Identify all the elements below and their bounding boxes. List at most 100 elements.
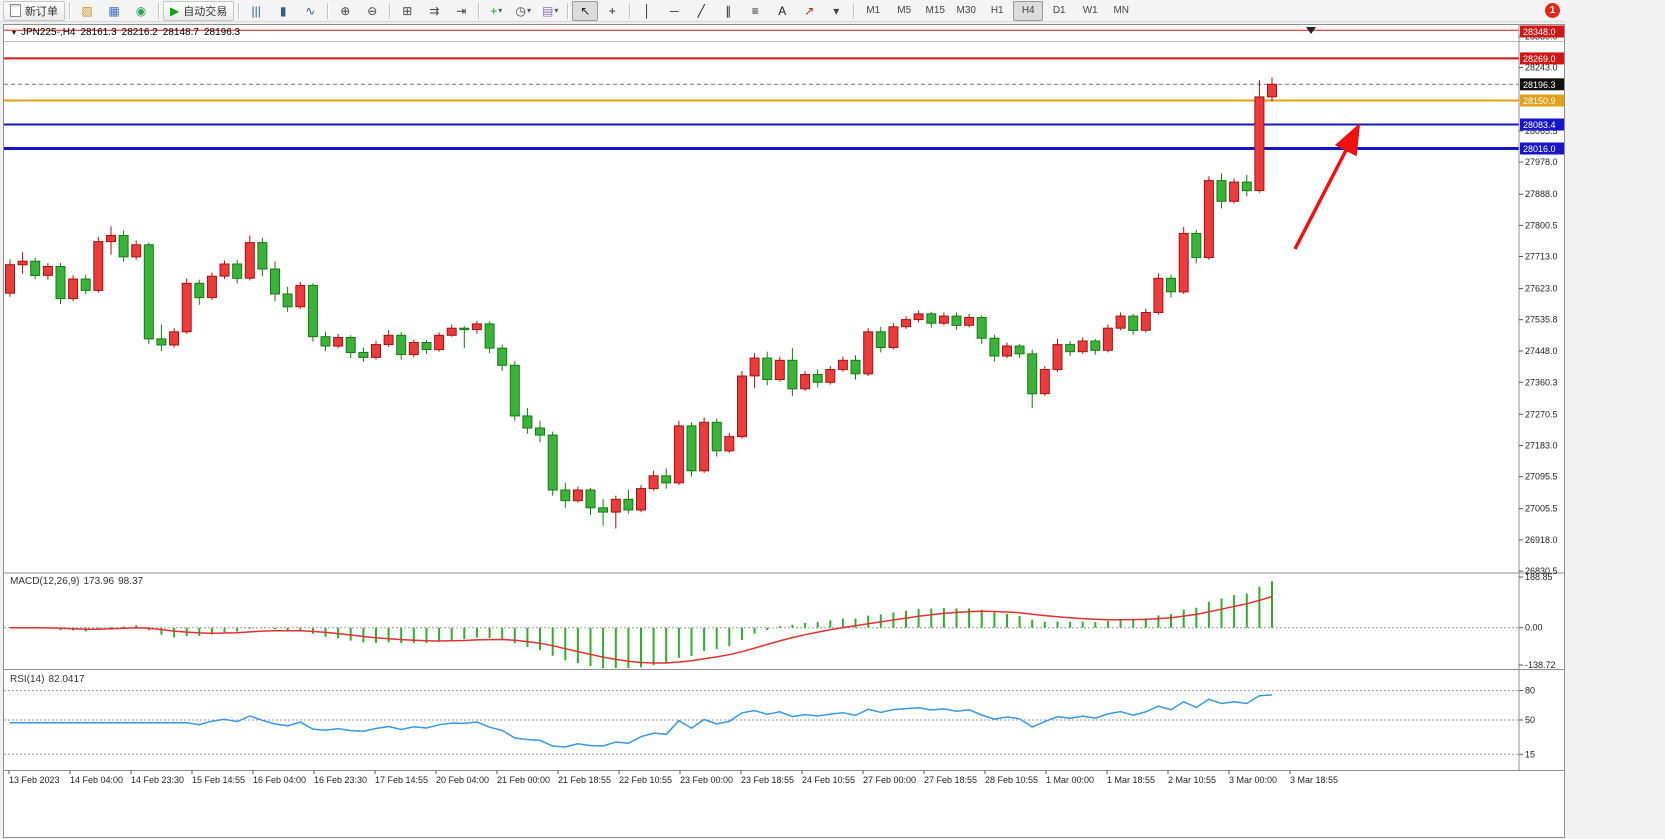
price-axis[interactable]: 28330.028243.028065.527978.027888.027800… — [1519, 32, 1558, 577]
crosshair-button[interactable]: + — [599, 1, 625, 21]
dropdown-caret-icon: ▾ — [526, 6, 531, 15]
periods-button[interactable]: ◷ ▾ — [510, 1, 536, 21]
svg-text:15: 15 — [1525, 749, 1535, 759]
crosshair-icon: + — [608, 3, 616, 18]
timeframe-m15-button[interactable]: M15 — [925, 5, 945, 16]
zoom-out-button[interactable]: ⊖ — [359, 1, 385, 21]
svg-text:16 Feb 04:00: 16 Feb 04:00 — [253, 775, 306, 785]
zoom-in-button[interactable]: ⊕ — [332, 1, 358, 21]
toolbar-separator — [478, 2, 480, 19]
chart-line-button[interactable]: ∿ — [297, 1, 323, 21]
macd-signal-value: 98.37 — [118, 576, 144, 587]
timeframe-h1-button[interactable]: H1 — [990, 5, 1004, 16]
arrows-button[interactable]: ↗ — [796, 1, 822, 21]
timeframe-d1-button[interactable]: D1 — [1052, 5, 1066, 16]
more-tools-button[interactable]: ▾ — [823, 1, 849, 21]
svg-text:14 Feb 04:00: 14 Feb 04:00 — [70, 775, 123, 785]
market-watch-button[interactable]: ▦ — [101, 1, 127, 21]
macd-indicator-label: MACD(12,26,9) 173.96 98.37 — [10, 576, 147, 587]
new-order-icon — [10, 4, 21, 17]
horizontal-line-button[interactable]: ─ — [661, 1, 687, 21]
chart-bars-button[interactable]: ||| — [243, 1, 269, 21]
timeframe-mn-button[interactable]: MN — [1113, 5, 1130, 16]
text-button[interactable]: A — [769, 1, 795, 21]
new-order-label: 新订单 — [25, 5, 58, 18]
ohlc-low: 28148.7 — [162, 27, 199, 38]
svg-text:20 Feb 04:00: 20 Feb 04:00 — [436, 775, 489, 785]
svg-text:27623.0: 27623.0 — [1525, 284, 1558, 294]
main-toolbar: 新订单 ▨ ▦ ◉ ▶ 自动交易 ||| ▮ ∿ ⊕ ⊖ ⊞ ⇉ ⇥ + ▾ ◷ ▾ ▤ ▾ ↖ + │ ─ ╱ ∥ ≡ A ↗ ▾ M1 M… — [0, 0, 1565, 22]
svg-text:28016.0: 28016.0 — [1523, 144, 1556, 154]
svg-text:27 Feb 18:55: 27 Feb 18:55 — [924, 775, 977, 785]
timeframe-m30-button[interactable]: M30 — [956, 5, 976, 16]
time-axis[interactable]: 13 Feb 2023 14 Feb 04:00 14 Feb 23:30 15 Fe… — [8, 770, 1338, 786]
svg-text:1 Mar 18:55: 1 Mar 18:55 — [1107, 775, 1155, 785]
chart-shift-button[interactable]: ⇥ — [448, 1, 474, 21]
templates-button[interactable]: ▤ ▾ — [537, 1, 563, 21]
market-watch-icon: ▦ — [108, 3, 120, 18]
notification-badge[interactable]: 1 — [1545, 3, 1560, 18]
equidistant-channel-icon: ∥ — [725, 3, 732, 18]
svg-text:26918.0: 26918.0 — [1525, 535, 1558, 545]
new-order-button[interactable]: 新订单 — [3, 0, 65, 21]
dropdown-caret-icon: ▾ — [554, 6, 559, 15]
horizontal-lines-layer[interactable] — [4, 29, 1519, 150]
svg-text:27005.5: 27005.5 — [1525, 504, 1558, 514]
vertical-line-button[interactable]: │ — [634, 1, 660, 21]
auto-trading-button[interactable]: ▶ 自动交易 — [163, 0, 235, 21]
equidistant-channel-button[interactable]: ∥ — [715, 1, 741, 21]
chart-candles-icon: ▮ — [279, 3, 287, 18]
trend-arrow-annotation[interactable] — [1293, 122, 1361, 250]
ohlc-close: 28196.3 — [203, 27, 241, 38]
svg-text:27888.0: 27888.0 — [1525, 189, 1558, 199]
chart-line-icon: ∿ — [305, 3, 316, 18]
trend-line-button[interactable]: ╱ — [688, 1, 714, 21]
svg-text:28 Feb 10:55: 28 Feb 10:55 — [985, 775, 1038, 785]
chart-menu-icon[interactable]: ▾ — [12, 28, 17, 37]
svg-text:28348.0: 28348.0 — [1523, 27, 1556, 37]
chart-shift-marker[interactable] — [1306, 27, 1316, 34]
rsi-name: RSI(14) — [10, 674, 45, 685]
cursor-button[interactable]: ↖ — [572, 0, 599, 21]
svg-text:13 Feb 2023: 13 Feb 2023 — [9, 775, 60, 785]
ohlc-open: 28161.3 — [80, 27, 117, 38]
toolbar-separator — [389, 2, 391, 19]
horizontal-line-icon: ─ — [669, 3, 679, 18]
timeframe-h4-button[interactable]: H4 — [1013, 0, 1044, 21]
templates-icon: ▤ — [542, 3, 554, 18]
svg-text:21 Feb 18:55: 21 Feb 18:55 — [558, 775, 611, 785]
svg-text:28243.0: 28243.0 — [1525, 63, 1558, 73]
svg-text:22 Feb 10:55: 22 Feb 10:55 — [619, 775, 672, 785]
svg-text:28269.0: 28269.0 — [1523, 54, 1556, 64]
auto-scroll-button[interactable]: ⇉ — [421, 1, 447, 21]
chart-shift-icon: ⇥ — [456, 3, 467, 18]
timeframe-m1-button[interactable]: M1 — [866, 5, 881, 16]
indicators-button[interactable]: + ▾ — [483, 1, 509, 21]
svg-text:28083.4: 28083.4 — [1523, 120, 1556, 130]
chart-bars-icon: ||| — [251, 3, 261, 18]
rsi-indicator-label: RSI(14) 82.0417 — [10, 674, 89, 685]
timeframe-w1-button[interactable]: W1 — [1082, 5, 1098, 16]
rsi-panel — [4, 690, 1519, 755]
svg-text:50: 50 — [1525, 715, 1535, 725]
chart-window[interactable]: 28330.028243.028065.527978.027888.027800… — [3, 24, 1565, 838]
tile-windows-button[interactable]: ⊞ — [394, 1, 420, 21]
chart-candles-button[interactable]: ▮ — [270, 1, 296, 21]
svg-text:23 Feb 00:00: 23 Feb 00:00 — [680, 775, 733, 785]
svg-text:27800.5: 27800.5 — [1525, 220, 1558, 230]
toolbar-separator — [853, 2, 855, 19]
charts-profile-button[interactable]: ▨ — [74, 1, 100, 21]
chart-plot-area[interactable] — [4, 25, 1564, 837]
svg-text:27448.0: 27448.0 — [1525, 346, 1558, 356]
toolbar-separator — [567, 2, 569, 19]
ohlc-high: 28216.2 — [121, 27, 158, 38]
arrows-icon: ↗ — [804, 3, 815, 18]
data-window-button[interactable]: ◉ — [128, 1, 154, 21]
macd-scale[interactable]: 188.85 0.00 -138.72 — [1519, 572, 1556, 670]
timeframe-m5-button[interactable]: M5 — [897, 5, 912, 16]
candles-layer — [5, 77, 1277, 529]
svg-text:28196.3: 28196.3 — [1523, 80, 1556, 90]
fibonacci-button[interactable]: ≡ — [742, 1, 768, 21]
charts-profile-icon: ▨ — [81, 3, 93, 18]
rsi-scale[interactable]: 80 50 15 — [1519, 686, 1535, 760]
